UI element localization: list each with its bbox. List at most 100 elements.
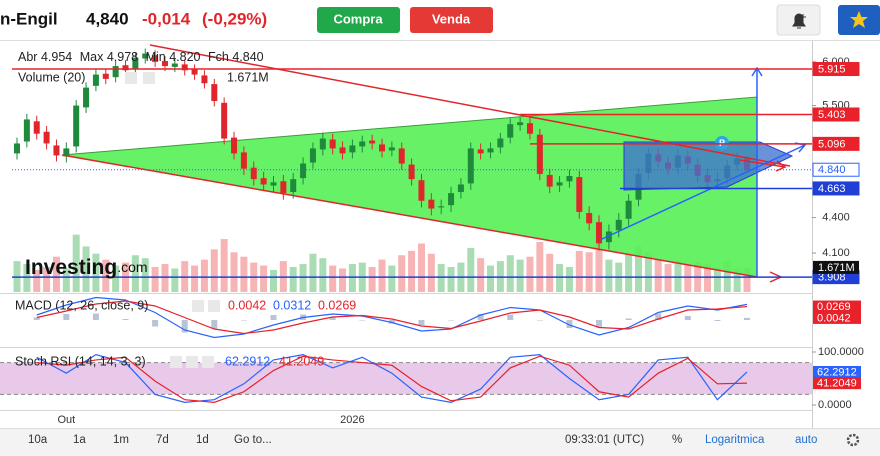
price-label-box bbox=[812, 181, 860, 196]
sell-button-bg[interactable] bbox=[410, 7, 493, 33]
candle-body bbox=[122, 65, 129, 71]
candle-body bbox=[83, 87, 90, 108]
volume-bar bbox=[743, 267, 751, 292]
volume-bar bbox=[585, 252, 593, 292]
legend-icons[interactable] bbox=[125, 72, 220, 368]
price-label: 3.908 bbox=[818, 272, 846, 284]
volume-bar bbox=[536, 242, 544, 292]
gear-icon[interactable] bbox=[846, 433, 860, 447]
candle-body bbox=[181, 64, 188, 71]
volume-legend: Volume (20) bbox=[18, 70, 85, 84]
macd-histogram-bar bbox=[744, 317, 750, 320]
price-label-box bbox=[812, 62, 860, 77]
macd-histogram-bar bbox=[240, 320, 247, 321]
volume-bar bbox=[704, 264, 712, 292]
bell-icon[interactable] bbox=[792, 13, 806, 29]
candle-body bbox=[586, 213, 593, 224]
buy-button-bg[interactable] bbox=[317, 7, 400, 33]
candle-body bbox=[369, 140, 376, 144]
change-pct: (-0,29%) bbox=[202, 9, 267, 28]
trend-line-upper bbox=[149, 44, 791, 167]
macd-histogram-bar bbox=[329, 317, 336, 320]
candle-body bbox=[487, 148, 494, 153]
volume-bar bbox=[191, 265, 199, 292]
sell-button[interactable]: Venda bbox=[410, 7, 493, 33]
value-label: 62.2912 bbox=[817, 366, 857, 378]
y-tick-label: 100.0000 bbox=[818, 346, 864, 358]
candle-body bbox=[526, 123, 533, 134]
volume-bar bbox=[427, 253, 435, 292]
candle-body bbox=[576, 177, 583, 212]
macd-line bbox=[36, 296, 748, 339]
candle-body bbox=[398, 148, 405, 164]
auto-toggle[interactable]: auto bbox=[795, 434, 817, 446]
macd-histogram-bar bbox=[63, 314, 70, 320]
icon[interactable] bbox=[192, 300, 204, 312]
log-toggle[interactable]: Logaritmica bbox=[705, 434, 765, 446]
volume-bar bbox=[141, 258, 149, 292]
range-button[interactable]: 1d bbox=[196, 434, 209, 446]
icon[interactable] bbox=[170, 356, 182, 368]
candle-body bbox=[171, 63, 178, 67]
candle-body bbox=[517, 122, 524, 126]
y-tick-label: 4.100 bbox=[822, 247, 850, 259]
volume-bar bbox=[289, 267, 297, 292]
macd-line bbox=[36, 300, 748, 335]
candle-body bbox=[467, 148, 474, 184]
max-value: 4.978 bbox=[107, 50, 138, 64]
volume-bar bbox=[526, 256, 534, 292]
star-icon[interactable] bbox=[850, 11, 868, 28]
icon[interactable] bbox=[208, 300, 220, 312]
value-label-box bbox=[813, 300, 861, 313]
volume-bar bbox=[595, 236, 603, 292]
candle-body bbox=[438, 206, 445, 208]
volume-bar bbox=[210, 249, 218, 292]
volume-bar bbox=[625, 253, 633, 292]
sell-label[interactable]: Venda bbox=[432, 11, 471, 26]
watchlist-button[interactable] bbox=[838, 5, 880, 35]
percent-toggle[interactable]: % bbox=[672, 434, 682, 446]
candle-body bbox=[191, 69, 198, 75]
buy-button[interactable]: Compra bbox=[317, 7, 400, 33]
volume-bar bbox=[161, 264, 169, 292]
marker-label: P bbox=[719, 138, 725, 148]
icon[interactable] bbox=[186, 356, 198, 368]
icon[interactable] bbox=[143, 72, 155, 84]
candle-body bbox=[408, 164, 415, 180]
alert-button[interactable] bbox=[776, 4, 821, 36]
buy-label[interactable]: Compra bbox=[333, 11, 383, 26]
macd-histogram-bar bbox=[655, 313, 662, 320]
volume-bar bbox=[171, 268, 179, 292]
stoch-line bbox=[36, 353, 748, 403]
volume-bar bbox=[506, 255, 514, 292]
volume-bar bbox=[43, 267, 51, 292]
value-label: 0.0042 bbox=[817, 312, 851, 324]
goto-button[interactable]: Go to... bbox=[234, 434, 272, 446]
settings-button[interactable] bbox=[846, 433, 860, 447]
price-label: 4.663 bbox=[818, 183, 846, 195]
macd-hist-value: 0.0042 bbox=[228, 298, 266, 312]
arrow-head bbox=[775, 160, 787, 172]
price-label: 5.403 bbox=[818, 109, 846, 121]
drawings-front: P bbox=[61, 44, 807, 283]
stoch-d-value: 41.2049 bbox=[279, 354, 324, 368]
toolbar bbox=[0, 428, 880, 456]
icon[interactable] bbox=[125, 72, 137, 84]
icon[interactable] bbox=[202, 356, 214, 368]
x-tick-label: Out bbox=[57, 414, 75, 426]
candle-body bbox=[309, 148, 316, 163]
y-tick-label: 4.400 bbox=[822, 212, 850, 224]
candle-body bbox=[161, 61, 168, 67]
range-button[interactable]: 1m bbox=[113, 434, 129, 446]
range-button[interactable]: 10a bbox=[28, 434, 48, 446]
value-label-box bbox=[813, 377, 861, 390]
range-button[interactable]: 7d bbox=[156, 434, 169, 446]
candle-body bbox=[507, 124, 514, 138]
volume-bar bbox=[664, 264, 672, 292]
close-label: Fch bbox=[208, 50, 229, 64]
macd-histogram-bar bbox=[181, 320, 188, 333]
range-button[interactable]: 1a bbox=[73, 434, 86, 446]
watermark-suffix: .com bbox=[117, 259, 147, 275]
candle-body bbox=[596, 222, 603, 244]
